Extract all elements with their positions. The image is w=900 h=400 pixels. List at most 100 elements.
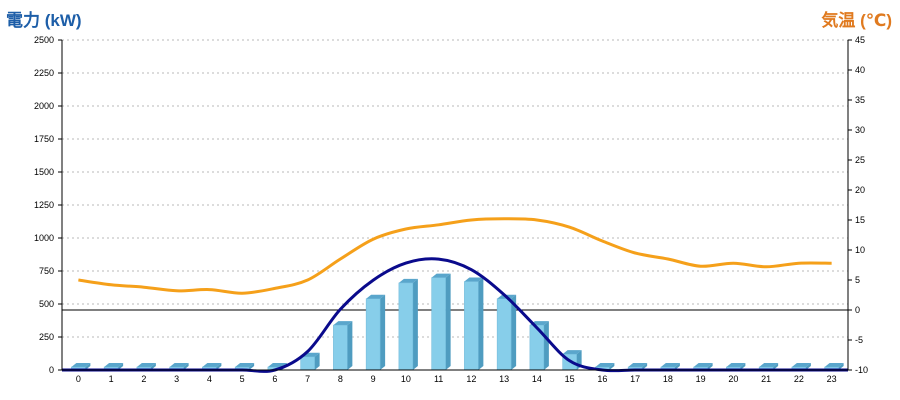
right-tick-label: 45 [855, 35, 865, 45]
temperature-line [78, 217, 832, 295]
bar-top [71, 363, 91, 367]
x-tick-label: 9 [371, 374, 376, 384]
bar [333, 321, 353, 371]
x-tick-label: 18 [663, 374, 673, 384]
bar-side [347, 321, 353, 370]
bar [431, 273, 451, 371]
bar-front [333, 324, 348, 371]
right-axis-title: 気温 (℃) [821, 11, 892, 30]
bar-side [445, 273, 451, 370]
x-tick-label: 10 [401, 374, 411, 384]
bar-front [300, 356, 315, 371]
bar-side [183, 363, 189, 370]
bar-top [169, 363, 189, 367]
axis-layer: 02505007501000125015001750200022502500-1… [34, 35, 868, 384]
bar-front [464, 281, 479, 371]
x-tick-label: 5 [240, 374, 245, 384]
bar-side [216, 363, 222, 370]
bar-side [805, 363, 811, 370]
x-tick-label: 7 [305, 374, 310, 384]
bar-top [202, 363, 222, 367]
x-tick-label: 13 [499, 374, 509, 384]
left-tick-label: 1000 [34, 233, 54, 243]
bar [365, 294, 386, 371]
right-tick-label: 40 [855, 65, 865, 75]
right-tick-label: 5 [855, 275, 860, 285]
bar-top [104, 363, 124, 367]
x-tick-label: 3 [174, 374, 179, 384]
bar [300, 352, 320, 371]
left-tick-label: 250 [39, 332, 54, 342]
bar-front [365, 298, 381, 371]
bar-top [398, 278, 418, 283]
left-tick-label: 750 [39, 266, 54, 276]
bar-top [235, 363, 255, 367]
x-tick-label: 4 [207, 374, 212, 384]
bar-side [642, 363, 648, 370]
right-tick-label: 0 [855, 305, 860, 315]
left-axis-title: 電力 (kW) [6, 11, 82, 30]
right-tick-label: 20 [855, 185, 865, 195]
bar-side [511, 294, 517, 370]
bar-top [333, 321, 353, 326]
left-tick-label: 2250 [34, 68, 54, 78]
bar-top [628, 363, 648, 367]
bar-top [824, 363, 844, 367]
bar-layer [71, 273, 844, 371]
left-tick-label: 1750 [34, 134, 54, 144]
right-tick-label: 25 [855, 155, 865, 165]
right-tick-label: 35 [855, 95, 865, 105]
bar-side [707, 363, 713, 370]
x-tick-label: 21 [761, 374, 771, 384]
right-tick-label: -5 [855, 335, 863, 345]
left-tick-label: 0 [49, 365, 54, 375]
bar [529, 321, 549, 371]
bar-side [674, 363, 680, 370]
bar-side [543, 321, 549, 370]
bar-side [609, 363, 615, 370]
left-tick-label: 1250 [34, 200, 54, 210]
left-tick-label: 1500 [34, 167, 54, 177]
bar [562, 350, 582, 371]
bar-top [366, 294, 386, 299]
x-tick-label: 14 [532, 374, 542, 384]
bar-side [85, 363, 91, 370]
x-tick-label: 22 [794, 374, 804, 384]
bar-top [759, 363, 779, 367]
bar-side [380, 294, 386, 370]
x-tick-label: 17 [630, 374, 640, 384]
x-tick-label: 1 [109, 374, 114, 384]
bar [398, 278, 418, 371]
left-tick-label: 2500 [34, 35, 54, 45]
x-tick-label: 0 [76, 374, 81, 384]
x-tick-label: 19 [696, 374, 706, 384]
right-tick-label: 15 [855, 215, 865, 225]
bar-front [496, 298, 512, 371]
x-tick-label: 2 [141, 374, 146, 384]
bar-top [791, 363, 811, 367]
left-tick-label: 2000 [34, 101, 54, 111]
grid-layer [62, 39, 848, 338]
bar-side [118, 363, 124, 370]
right-tick-label: 30 [855, 125, 865, 135]
bar [496, 294, 517, 371]
power-line [61, 257, 848, 373]
bar-side [150, 363, 156, 370]
x-tick-label: 15 [565, 374, 575, 384]
bar-top [431, 273, 451, 278]
bar-top [660, 363, 680, 367]
bar-top [136, 363, 156, 367]
bar-side [412, 278, 418, 370]
x-tick-label: 23 [827, 374, 837, 384]
x-tick-label: 6 [272, 374, 277, 384]
x-tick-label: 20 [728, 374, 738, 384]
bar-front [398, 282, 414, 371]
bar-side [249, 363, 255, 370]
line-layer [61, 217, 848, 373]
bar-side [478, 277, 484, 370]
bar-top [726, 363, 746, 367]
bar-side [773, 363, 779, 370]
left-tick-label: 500 [39, 299, 54, 309]
bar-side [740, 363, 746, 370]
bar-side [314, 352, 320, 370]
